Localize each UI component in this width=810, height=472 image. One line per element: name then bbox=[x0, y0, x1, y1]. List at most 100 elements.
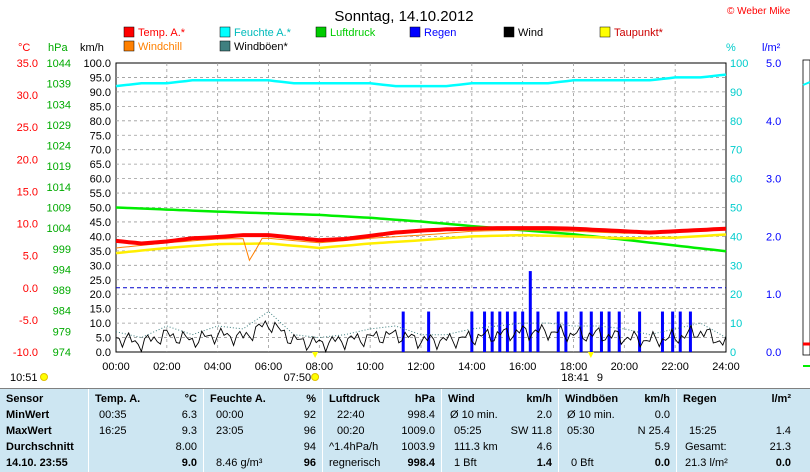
temperature-line bbox=[115, 226, 727, 246]
pressure-current-value: 998.4 bbox=[407, 457, 435, 469]
humidity-max-value: 96 bbox=[303, 425, 316, 437]
celsius-axis-title: °C bbox=[18, 42, 30, 54]
lm2-axis-title: l/m² bbox=[762, 42, 781, 54]
legend-label: Luftdruck bbox=[330, 27, 376, 39]
pressure-column: Luftdruck hPa 22:40 998.4 00:20 1009.0 ^… bbox=[323, 389, 441, 472]
hpa-tick-label: 1044 bbox=[47, 58, 71, 70]
kmh-tick-label: 70.0 bbox=[90, 145, 111, 157]
temp-max-time: 16:25 bbox=[99, 425, 127, 437]
pressure-forecast: regnerisch bbox=[329, 457, 381, 469]
rain-header: Regen bbox=[683, 393, 717, 405]
kmh-tick-label: 80.0 bbox=[90, 116, 111, 128]
temp-max-value: 9.3 bbox=[181, 425, 197, 437]
kmh-tick-label: 20.0 bbox=[90, 289, 111, 301]
rain-bar bbox=[564, 311, 568, 352]
rain-current-value: 0.0 bbox=[775, 457, 791, 469]
legend-label: Regen bbox=[424, 27, 456, 39]
celsius-tick-label: 10.0 bbox=[17, 219, 38, 231]
humidity-absolute: 8.46 g/m³ bbox=[216, 457, 263, 469]
wind-current-value: 1.4 bbox=[536, 457, 552, 469]
gusts-avg-value: 5.9 bbox=[654, 441, 670, 453]
celsius-tick-label: -5.0 bbox=[19, 315, 38, 327]
rain-bar bbox=[490, 311, 494, 352]
hpa-tick-label: 1024 bbox=[47, 141, 71, 153]
statistics-table: Sensor MinWert MaxWert Durchschnitt 14.1… bbox=[0, 388, 810, 472]
celsius-tick-label: 35.0 bbox=[17, 58, 38, 70]
rain-unit: l/m² bbox=[771, 393, 791, 405]
sun-icon bbox=[40, 373, 48, 381]
row-label-current: 14.10. 23:55 bbox=[6, 457, 68, 469]
humidity-column: Feuchte A. % 00:00 92 23:05 96 94 8.46 g… bbox=[204, 389, 322, 472]
x-tick-label: 20:00 bbox=[611, 361, 639, 373]
hpa-tick-label: 1014 bbox=[47, 182, 71, 194]
pressure-max-value: 1009.0 bbox=[401, 425, 435, 437]
temp-min-time: 00:35 bbox=[99, 409, 127, 421]
kmh-tick-label: 10.0 bbox=[90, 318, 111, 330]
rain-bar bbox=[470, 311, 474, 352]
celsius-tick-label: 25.0 bbox=[17, 122, 38, 134]
hpa-tick-label: 994 bbox=[53, 264, 71, 276]
hpa-tick-label: 989 bbox=[53, 285, 71, 297]
humidity-unit: % bbox=[306, 393, 316, 405]
x-tick-label: 18:00 bbox=[560, 361, 588, 373]
temp-unit: °C bbox=[184, 393, 197, 405]
weather-chart: 35.0 30.0 25.0 20.0 15.0 10.0 5.0 0.0 -5.0 -10.0 1… bbox=[10, 6, 810, 384]
percent-tick-label: 90 bbox=[730, 87, 742, 99]
rain-bar bbox=[483, 311, 487, 352]
lm2-tick-label: 2.0 bbox=[766, 231, 781, 243]
sunrise-label: 07:50 bbox=[284, 372, 312, 384]
kmh-tick-label: 30.0 bbox=[90, 260, 111, 272]
pressure-header: Luftdruck bbox=[329, 393, 380, 405]
humidity-header: Feuchte A. bbox=[210, 393, 266, 405]
rain-max-time: 15:25 bbox=[689, 425, 717, 437]
percent-tick-label: 100 bbox=[730, 58, 748, 70]
legend-swatch bbox=[599, 26, 611, 38]
temp-header: Temp. A. bbox=[95, 393, 141, 405]
hpa-tick-label: 1029 bbox=[47, 120, 71, 132]
x-tick-label: 00:00 bbox=[102, 361, 130, 373]
hpa-tick-label: 1039 bbox=[47, 79, 71, 91]
gusts-current-value: 0.0 bbox=[654, 457, 670, 469]
legend-swatch bbox=[409, 26, 421, 38]
axis-labels: 35.0 30.0 25.0 20.0 15.0 10.0 5.0 0.0 -5.0 -10.0 1… bbox=[10, 6, 791, 384]
rain-bar bbox=[660, 311, 664, 352]
gusts-avg-label: Ø 10 min. bbox=[567, 409, 615, 421]
lm2-tick-label: 4.0 bbox=[766, 116, 781, 128]
humidity-current-value: 96 bbox=[303, 457, 316, 469]
sun-icon bbox=[311, 373, 320, 381]
rain-bar bbox=[498, 311, 502, 352]
humidity-line bbox=[115, 73, 727, 88]
legend-swatch bbox=[219, 26, 231, 38]
x-tick-label: 12:00 bbox=[407, 361, 435, 373]
lm2-tick-label: 0.0 bbox=[766, 347, 781, 359]
celsius-tick-label: -10.0 bbox=[13, 347, 38, 359]
temp-avg-value: 8.00 bbox=[175, 441, 197, 453]
kmh-tick-label: 15.0 bbox=[90, 304, 111, 316]
gusts-min-value: 0.0 bbox=[654, 409, 670, 421]
kmh-tick-label: 100.0 bbox=[83, 58, 111, 70]
neighbor-line bbox=[802, 81, 810, 86]
kmh-tick-label: 45.0 bbox=[90, 217, 111, 229]
rain-day-total: 21.3 l/m² bbox=[685, 457, 728, 469]
kmh-tick-label: 25.0 bbox=[90, 275, 111, 287]
humidity-min-value: 92 bbox=[303, 409, 316, 421]
percent-tick-label: 10 bbox=[730, 318, 742, 330]
moon-digit: 9 bbox=[597, 372, 603, 384]
wind-column: Wind km/h Ø 10 min. 2.0 05:25 SW 11.8 11… bbox=[442, 389, 558, 472]
kmh-tick-label: 60.0 bbox=[90, 174, 111, 186]
legend-label: Temp. A.* bbox=[138, 27, 186, 39]
gusts-column: Windböen km/h Ø 10 min. 0.0 05:30 N 25.4… bbox=[559, 389, 676, 472]
x-tick-label: 24:00 bbox=[712, 361, 740, 373]
celsius-tick-label: 20.0 bbox=[17, 154, 38, 166]
hpa-tick-label: 999 bbox=[53, 244, 71, 256]
temp-current-value: 9.0 bbox=[181, 457, 197, 469]
lm2-tick-label: 3.0 bbox=[766, 174, 781, 186]
wind-unit: km/h bbox=[526, 393, 552, 405]
sunrise-marker bbox=[312, 352, 319, 358]
wind-avg-label: Ø 10 min. bbox=[450, 409, 498, 421]
rain-bar bbox=[528, 271, 532, 352]
x-tick-label: 02:00 bbox=[153, 361, 181, 373]
rain-bar bbox=[617, 311, 621, 352]
rain-total-label: Gesamt: bbox=[685, 441, 727, 453]
dewpoint-line bbox=[115, 233, 727, 255]
